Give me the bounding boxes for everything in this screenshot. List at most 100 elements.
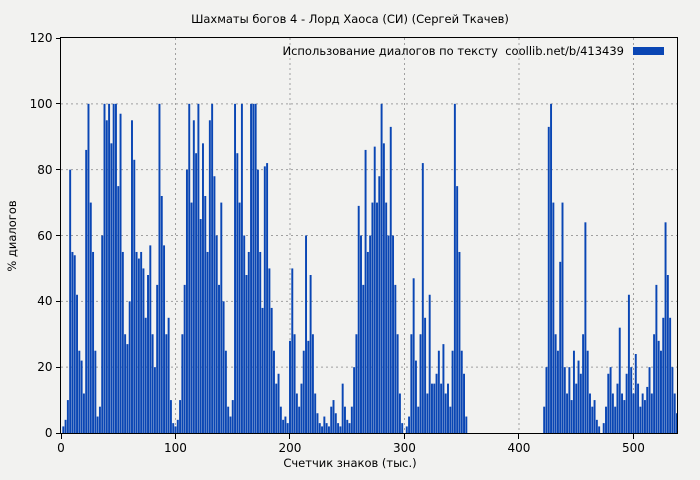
y-tick-label: 40 — [37, 294, 53, 309]
bar — [227, 406, 230, 433]
bar — [142, 268, 145, 433]
bar — [176, 419, 179, 433]
bar — [82, 393, 85, 433]
bar — [250, 103, 253, 433]
bar — [291, 268, 294, 433]
bar — [650, 393, 653, 433]
bar — [78, 350, 81, 433]
bar — [385, 202, 388, 433]
bar — [192, 120, 195, 433]
bar — [405, 426, 408, 433]
y-tick — [55, 37, 61, 39]
bar — [284, 416, 287, 433]
bar — [286, 423, 289, 433]
bar — [66, 400, 69, 433]
bar — [167, 317, 170, 433]
bar — [124, 334, 127, 433]
bar — [364, 149, 367, 433]
bar — [321, 426, 324, 433]
bar — [458, 251, 461, 433]
bar — [543, 406, 546, 433]
legend: Использование диалогов по тексту coollib… — [282, 44, 664, 58]
bar — [179, 400, 182, 433]
bar — [584, 222, 587, 433]
bar — [126, 344, 129, 433]
bar — [202, 143, 204, 433]
bar — [121, 251, 124, 433]
bar — [133, 159, 136, 433]
bar — [85, 149, 88, 433]
bar — [98, 406, 101, 433]
bar — [602, 423, 605, 433]
bar — [325, 423, 328, 433]
bar — [611, 393, 614, 433]
bar — [140, 251, 143, 433]
bar — [128, 301, 131, 433]
bar — [256, 169, 259, 433]
bar — [160, 196, 163, 433]
bar — [165, 334, 168, 433]
bar — [618, 327, 621, 433]
bar — [577, 360, 580, 433]
bar — [451, 350, 454, 433]
bar — [343, 406, 346, 433]
bar — [204, 196, 207, 433]
bar — [641, 393, 644, 433]
bar — [309, 275, 312, 433]
bar — [373, 146, 376, 433]
bar — [211, 103, 214, 433]
bar — [350, 406, 353, 433]
bar — [614, 406, 617, 433]
bar — [172, 423, 175, 433]
bar — [398, 393, 401, 433]
y-tick — [55, 169, 61, 171]
bar — [62, 426, 65, 433]
bar — [605, 406, 607, 433]
bar — [561, 202, 564, 433]
bar — [369, 235, 372, 433]
bar — [240, 103, 243, 433]
bar — [69, 169, 72, 433]
bar — [371, 202, 374, 433]
bar — [392, 235, 395, 433]
bar — [259, 251, 262, 433]
bar — [357, 205, 360, 433]
bar — [236, 153, 239, 433]
bar — [295, 393, 298, 433]
bar — [547, 126, 550, 433]
bar — [87, 103, 90, 433]
bar — [637, 383, 640, 433]
bar — [355, 334, 358, 433]
bar — [627, 294, 630, 433]
bar — [621, 393, 624, 433]
bar — [648, 367, 651, 433]
bar — [421, 163, 424, 433]
bar — [279, 406, 282, 433]
x-tick-label: 400 — [507, 440, 531, 455]
bar — [453, 103, 456, 433]
bar — [362, 284, 365, 433]
bar — [676, 413, 677, 433]
bar — [380, 103, 383, 433]
bar — [188, 103, 191, 433]
bar — [96, 416, 99, 433]
bar — [556, 350, 559, 433]
bar — [572, 350, 575, 433]
bar — [593, 400, 596, 433]
bar — [673, 393, 676, 433]
x-tick — [289, 433, 291, 439]
bar — [662, 317, 665, 433]
bar — [323, 416, 326, 433]
bar — [449, 406, 452, 433]
bars-canvas — [61, 38, 677, 433]
bar — [80, 360, 83, 433]
bar — [653, 334, 656, 433]
bar — [222, 301, 225, 433]
bar — [220, 202, 223, 433]
bar — [463, 373, 465, 433]
bar — [247, 251, 250, 433]
bar — [566, 393, 569, 433]
bar — [554, 334, 557, 433]
bar — [623, 400, 626, 433]
